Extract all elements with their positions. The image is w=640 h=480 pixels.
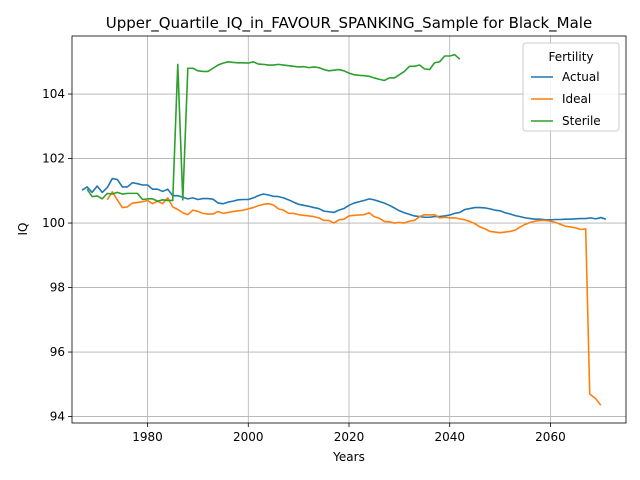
series-line-ideal xyxy=(106,190,602,406)
legend-box xyxy=(522,42,620,132)
legend-label-sterile: Sterile xyxy=(562,114,601,128)
legend-title: Fertility xyxy=(548,50,593,64)
legend: Fertility Actual Ideal Sterile xyxy=(522,42,620,132)
series-lines xyxy=(81,53,607,406)
series-line-sterile xyxy=(86,53,461,202)
y-axis-ticks: 94 96 98 100 102 104 xyxy=(42,87,72,424)
y-tick-label: 94 xyxy=(50,410,65,424)
legend-items: Actual Ideal Sterile xyxy=(531,70,601,128)
y-tick-label: 100 xyxy=(42,216,65,230)
chart-title: Upper_Quartile_IQ_in_FAVOUR_SPANKING_Sam… xyxy=(106,14,592,33)
x-axis-ticks: 1980 2000 2020 2040 2060 xyxy=(132,423,566,444)
series-line-actual xyxy=(81,177,607,221)
y-tick-label: 102 xyxy=(42,152,65,166)
x-tick-label: 2060 xyxy=(535,430,566,444)
x-tick-label: 2040 xyxy=(434,430,465,444)
x-tick-label: 1980 xyxy=(132,430,163,444)
legend-label-ideal: Ideal xyxy=(562,92,591,106)
y-axis-label: IQ xyxy=(16,223,30,236)
x-axis-label: Years xyxy=(332,450,365,464)
y-tick-label: 98 xyxy=(50,281,65,295)
x-tick-label: 2000 xyxy=(233,430,264,444)
legend-label-actual: Actual xyxy=(562,70,600,84)
y-tick-label: 96 xyxy=(50,345,65,359)
y-tick-label: 104 xyxy=(42,87,65,101)
x-tick-label: 2020 xyxy=(334,430,365,444)
